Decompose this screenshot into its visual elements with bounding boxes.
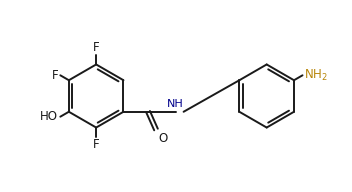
Text: F: F bbox=[93, 138, 100, 151]
Text: NH$_2$: NH$_2$ bbox=[304, 68, 328, 83]
Text: F: F bbox=[52, 69, 58, 82]
Text: HO: HO bbox=[40, 110, 58, 123]
Text: NH: NH bbox=[167, 99, 184, 109]
Text: O: O bbox=[158, 132, 167, 146]
Text: F: F bbox=[93, 41, 100, 54]
